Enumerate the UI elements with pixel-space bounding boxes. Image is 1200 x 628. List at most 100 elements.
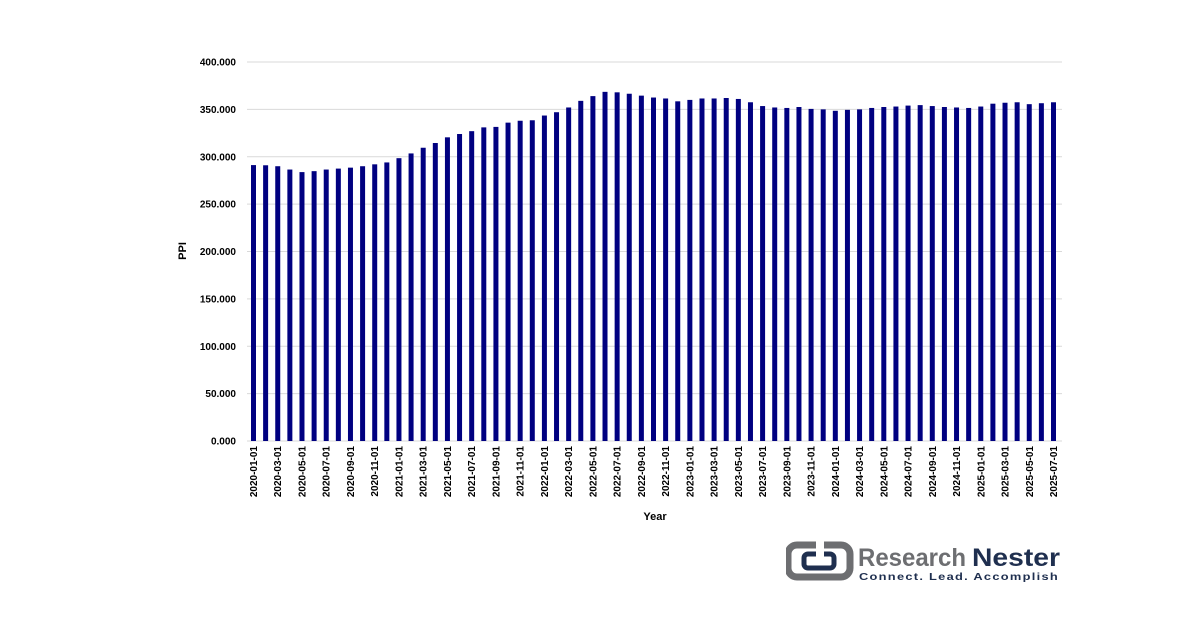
bar-2022-02-01	[554, 112, 560, 441]
bar-2023-01-01	[687, 99, 693, 442]
x-tick-label: 2020-03-01	[273, 446, 284, 498]
y-tick-label: 250.000	[200, 200, 237, 211]
bar-2021-07-01	[469, 131, 475, 442]
research-nester-logo: Research Nester Connect. Lead. Accomplis…	[784, 541, 1066, 583]
bar-2024-01-01	[832, 110, 838, 441]
bar-2024-11-01	[954, 107, 960, 441]
bar-2021-01-01	[396, 158, 402, 441]
x-tick-label: 2020-11-01	[370, 446, 381, 497]
x-tick-label: 2022-07-01	[613, 446, 624, 498]
x-tick-label: 2021-09-01	[491, 446, 502, 498]
bar-2022-10-01	[651, 97, 656, 441]
bar-2021-09-01	[493, 126, 499, 441]
bar-2024-10-01	[941, 107, 947, 441]
bar-2023-03-01	[711, 98, 717, 441]
bar-2024-08-01	[917, 105, 923, 441]
y-axis-ticks: 0.000 50.000 100.000 150.000 200.000 250.000 3…	[200, 58, 237, 448]
bar-2024-06-01	[893, 106, 899, 441]
x-tick-label: 2022-03-01	[564, 446, 575, 498]
bar-2020-11-01	[372, 164, 378, 441]
bar-2024-05-01	[881, 107, 887, 441]
bar-2023-09-01	[784, 107, 790, 442]
x-axis-title: Year	[643, 511, 667, 523]
bar-2021-11-01	[517, 120, 523, 442]
x-tick-label: 2021-05-01	[443, 446, 454, 498]
bar-2025-02-01	[990, 103, 996, 441]
x-tick-label: 2025-05-01	[1025, 446, 1036, 498]
bar-2022-05-01	[590, 96, 596, 442]
bar-2023-04-01	[723, 98, 729, 441]
y-tick-label: 400.000	[200, 58, 237, 69]
x-tick-label: 2023-07-01	[758, 446, 769, 498]
x-tick-label: 2023-01-01	[685, 446, 696, 498]
bar-2022-09-01	[638, 95, 644, 441]
bar-2023-07-01	[760, 106, 766, 441]
bar-2020-08-01	[335, 168, 341, 441]
bar-2023-12-01	[820, 109, 826, 441]
x-tick-label: 2020-05-01	[297, 446, 308, 498]
bar-2022-12-01	[675, 101, 681, 441]
bar-2022-06-01	[602, 91, 608, 441]
bar-2024-09-01	[929, 106, 935, 441]
bar-2025-05-01	[1026, 104, 1032, 441]
bar-2021-08-01	[481, 127, 487, 441]
y-tick-label: 0.000	[211, 437, 236, 448]
bar-2023-10-01	[796, 107, 802, 441]
bar-2024-12-01	[966, 107, 972, 442]
bar-2024-03-01	[857, 109, 863, 441]
bar-2022-01-01	[541, 115, 547, 441]
x-tick-label: 2023-11-01	[807, 446, 818, 497]
x-tick-label: 2024-01-01	[831, 446, 842, 498]
bar-2020-10-01	[360, 166, 366, 441]
bar-2020-09-01	[347, 167, 353, 442]
x-tick-label: 2022-11-01	[661, 446, 672, 497]
bar-2021-05-01	[444, 137, 450, 442]
x-tick-label: 2024-07-01	[904, 446, 915, 498]
x-tick-label: 2023-09-01	[782, 446, 793, 498]
bar-2021-03-01	[420, 147, 426, 441]
bar-2021-10-01	[505, 122, 511, 441]
bar-2021-12-01	[529, 120, 535, 442]
y-axis-title: PPI	[177, 242, 189, 260]
bar-2020-06-01	[311, 171, 317, 442]
x-tick-label: 2022-09-01	[637, 446, 648, 498]
bar-2025-03-01	[1002, 102, 1008, 442]
y-tick-label: 200.000	[200, 247, 237, 258]
x-tick-label: 2021-03-01	[419, 446, 430, 498]
x-tick-label: 2020-01-01	[249, 446, 260, 498]
x-tick-label: 2025-03-01	[1001, 446, 1012, 498]
bar-2025-06-01	[1038, 103, 1044, 441]
x-tick-label: 2021-07-01	[467, 446, 478, 498]
y-tick-label: 300.000	[200, 152, 237, 163]
x-axis-ticks: 2020-01-01 2020-03-01 2020-05-01 2020-07-01…	[249, 446, 1060, 498]
x-tick-label: 2022-01-01	[540, 446, 551, 498]
bars	[251, 91, 1056, 442]
x-tick-label: 2023-03-01	[710, 446, 721, 498]
bar-2020-02-01	[263, 165, 269, 441]
x-tick-label: 2021-01-01	[394, 446, 405, 498]
logo-mark-icon	[784, 541, 854, 581]
x-tick-label: 2020-09-01	[346, 446, 357, 498]
y-tick-label: 350.000	[200, 105, 237, 116]
bar-2025-04-01	[1014, 102, 1020, 442]
x-tick-label: 2024-05-01	[879, 446, 890, 498]
x-tick-label: 2022-05-01	[588, 446, 599, 498]
y-tick-label: 150.000	[200, 294, 237, 305]
bar-2021-02-01	[408, 153, 414, 441]
bar-2022-04-01	[578, 100, 584, 441]
bar-2022-07-01	[614, 92, 620, 441]
x-tick-label: 2025-01-01	[976, 446, 987, 498]
x-tick-label: 2024-03-01	[855, 446, 866, 498]
bar-2020-04-01	[287, 169, 293, 441]
y-tick-label: 50.000	[205, 389, 236, 400]
y-tick-label: 100.000	[200, 342, 237, 353]
bar-2020-07-01	[323, 169, 329, 441]
logo-tagline: Connect. Lead. Accomplish	[859, 572, 1059, 583]
bar-2020-05-01	[299, 172, 305, 442]
x-tick-label: 2024-09-01	[928, 446, 939, 498]
bar-2020-12-01	[384, 162, 390, 441]
bar-2021-06-01	[457, 134, 463, 441]
bar-2025-07-01	[1051, 102, 1056, 442]
x-tick-label: 2020-07-01	[322, 446, 333, 498]
bar-2022-11-01	[663, 98, 669, 441]
